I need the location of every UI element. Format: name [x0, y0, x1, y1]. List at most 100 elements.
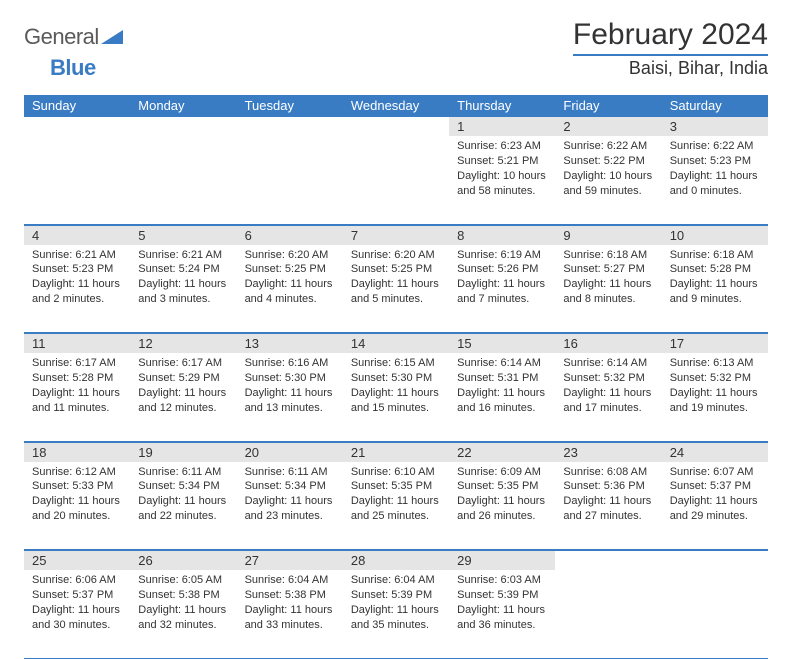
day-number-cell: 18	[24, 441, 130, 462]
day-number-cell: 23	[555, 441, 661, 462]
day-info	[343, 136, 449, 145]
day-number: 15	[449, 333, 555, 353]
day-info: Sunrise: 6:14 AMSunset: 5:32 PMDaylight:…	[555, 353, 661, 421]
day-number: 1	[449, 116, 555, 136]
logo-triangle-icon	[101, 26, 123, 49]
day-number	[237, 116, 343, 136]
day-info: Sunrise: 6:23 AMSunset: 5:21 PMDaylight:…	[449, 136, 555, 204]
day-number-cell: 12	[130, 333, 236, 354]
day-number-cell: 24	[662, 441, 768, 462]
day-info: Sunrise: 6:09 AMSunset: 5:35 PMDaylight:…	[449, 462, 555, 530]
day-number: 8	[449, 225, 555, 245]
day-number: 23	[555, 442, 661, 462]
day-number-cell	[343, 116, 449, 136]
day-header: Monday	[130, 95, 236, 116]
day-info-cell: Sunrise: 6:23 AMSunset: 5:21 PMDaylight:…	[449, 136, 555, 224]
day-info-cell: Sunrise: 6:15 AMSunset: 5:30 PMDaylight:…	[343, 353, 449, 441]
day-info-cell: Sunrise: 6:21 AMSunset: 5:23 PMDaylight:…	[24, 245, 130, 333]
day-number: 13	[237, 333, 343, 353]
day-number	[555, 550, 661, 570]
day-number-cell	[555, 550, 661, 571]
day-info-cell: Sunrise: 6:04 AMSunset: 5:39 PMDaylight:…	[343, 570, 449, 658]
day-number	[130, 116, 236, 136]
daynum-row: 18192021222324	[24, 441, 768, 462]
day-info-cell: Sunrise: 6:14 AMSunset: 5:32 PMDaylight:…	[555, 353, 661, 441]
day-number-cell: 7	[343, 224, 449, 245]
day-number: 22	[449, 442, 555, 462]
day-info-cell	[130, 136, 236, 224]
day-info: Sunrise: 6:22 AMSunset: 5:22 PMDaylight:…	[555, 136, 661, 204]
day-number: 6	[237, 225, 343, 245]
day-number: 12	[130, 333, 236, 353]
day-number-cell	[237, 116, 343, 136]
day-info: Sunrise: 6:19 AMSunset: 5:26 PMDaylight:…	[449, 245, 555, 313]
day-info-cell: Sunrise: 6:07 AMSunset: 5:37 PMDaylight:…	[662, 462, 768, 550]
day-info-cell: Sunrise: 6:20 AMSunset: 5:25 PMDaylight:…	[237, 245, 343, 333]
day-number: 25	[24, 550, 130, 570]
day-info-cell: Sunrise: 6:08 AMSunset: 5:36 PMDaylight:…	[555, 462, 661, 550]
day-info: Sunrise: 6:05 AMSunset: 5:38 PMDaylight:…	[130, 570, 236, 638]
day-info-cell: Sunrise: 6:18 AMSunset: 5:27 PMDaylight:…	[555, 245, 661, 333]
day-info-cell: Sunrise: 6:17 AMSunset: 5:28 PMDaylight:…	[24, 353, 130, 441]
day-info: Sunrise: 6:04 AMSunset: 5:38 PMDaylight:…	[237, 570, 343, 638]
day-info	[24, 136, 130, 145]
day-info-cell: Sunrise: 6:05 AMSunset: 5:38 PMDaylight:…	[130, 570, 236, 658]
day-number	[662, 550, 768, 570]
day-info-cell: Sunrise: 6:22 AMSunset: 5:22 PMDaylight:…	[555, 136, 661, 224]
day-info: Sunrise: 6:11 AMSunset: 5:34 PMDaylight:…	[237, 462, 343, 530]
day-number-cell: 27	[237, 550, 343, 571]
day-info-cell: Sunrise: 6:03 AMSunset: 5:39 PMDaylight:…	[449, 570, 555, 658]
day-info	[237, 136, 343, 145]
day-number-cell: 22	[449, 441, 555, 462]
day-info-cell	[237, 136, 343, 224]
day-number	[343, 116, 449, 136]
title-block: February 2024 Baisi, Bihar, India	[573, 18, 768, 79]
day-info-cell	[343, 136, 449, 224]
day-info: Sunrise: 6:14 AMSunset: 5:31 PMDaylight:…	[449, 353, 555, 421]
logo-text-blue: Blue	[50, 55, 96, 80]
day-number-cell	[662, 550, 768, 571]
day-info: Sunrise: 6:16 AMSunset: 5:30 PMDaylight:…	[237, 353, 343, 421]
day-info: Sunrise: 6:06 AMSunset: 5:37 PMDaylight:…	[24, 570, 130, 638]
day-number-cell: 4	[24, 224, 130, 245]
day-info-cell: Sunrise: 6:22 AMSunset: 5:23 PMDaylight:…	[662, 136, 768, 224]
calendar-table: SundayMondayTuesdayWednesdayThursdayFrid…	[24, 95, 768, 659]
day-header: Tuesday	[237, 95, 343, 116]
daynum-row: 123	[24, 116, 768, 136]
day-info-cell	[662, 570, 768, 658]
day-number: 5	[130, 225, 236, 245]
day-header: Sunday	[24, 95, 130, 116]
day-info: Sunrise: 6:21 AMSunset: 5:23 PMDaylight:…	[24, 245, 130, 313]
daynum-row: 11121314151617	[24, 333, 768, 354]
day-number-cell: 3	[662, 116, 768, 136]
day-number: 20	[237, 442, 343, 462]
day-info-cell: Sunrise: 6:10 AMSunset: 5:35 PMDaylight:…	[343, 462, 449, 550]
day-info: Sunrise: 6:17 AMSunset: 5:28 PMDaylight:…	[24, 353, 130, 421]
day-info-cell: Sunrise: 6:09 AMSunset: 5:35 PMDaylight:…	[449, 462, 555, 550]
day-info-cell: Sunrise: 6:14 AMSunset: 5:31 PMDaylight:…	[449, 353, 555, 441]
day-number-cell: 5	[130, 224, 236, 245]
day-info: Sunrise: 6:10 AMSunset: 5:35 PMDaylight:…	[343, 462, 449, 530]
day-number-cell: 11	[24, 333, 130, 354]
day-info: Sunrise: 6:11 AMSunset: 5:34 PMDaylight:…	[130, 462, 236, 530]
day-header: Friday	[555, 95, 661, 116]
day-info: Sunrise: 6:18 AMSunset: 5:27 PMDaylight:…	[555, 245, 661, 313]
day-number-cell: 25	[24, 550, 130, 571]
day-number-cell: 14	[343, 333, 449, 354]
day-number-cell: 15	[449, 333, 555, 354]
day-number	[24, 116, 130, 136]
day-number-cell: 13	[237, 333, 343, 354]
page-title: February 2024	[573, 18, 768, 56]
day-number: 4	[24, 225, 130, 245]
day-info: Sunrise: 6:20 AMSunset: 5:25 PMDaylight:…	[343, 245, 449, 313]
day-info: Sunrise: 6:15 AMSunset: 5:30 PMDaylight:…	[343, 353, 449, 421]
day-number: 19	[130, 442, 236, 462]
day-header: Thursday	[449, 95, 555, 116]
day-info-cell: Sunrise: 6:11 AMSunset: 5:34 PMDaylight:…	[130, 462, 236, 550]
day-number: 27	[237, 550, 343, 570]
logo: General	[24, 18, 125, 50]
day-number-cell: 8	[449, 224, 555, 245]
day-info-cell: Sunrise: 6:16 AMSunset: 5:30 PMDaylight:…	[237, 353, 343, 441]
day-number-cell: 16	[555, 333, 661, 354]
day-number: 16	[555, 333, 661, 353]
